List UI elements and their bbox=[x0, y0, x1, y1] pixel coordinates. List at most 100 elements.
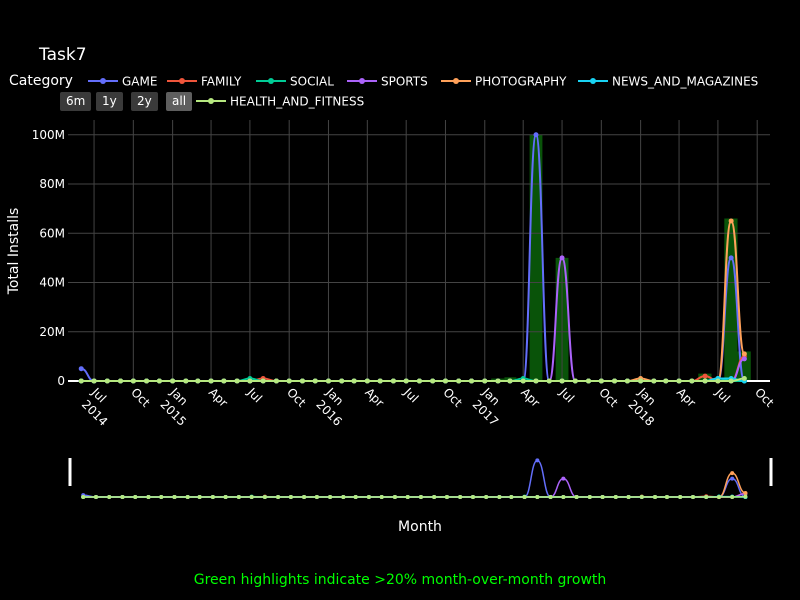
data-point-health-and-fitness bbox=[470, 495, 475, 499]
data-point-health-and-fitness bbox=[572, 378, 578, 384]
series-lines bbox=[78, 132, 747, 384]
data-point-health-and-fitness bbox=[91, 378, 97, 384]
legend-label: NEWS_AND_MAGAZINES bbox=[612, 75, 758, 89]
legend-label: SOCIAL bbox=[290, 75, 334, 89]
x-tick-label: Jul bbox=[556, 385, 577, 406]
legend-marker bbox=[208, 98, 214, 104]
data-point-sports bbox=[561, 476, 566, 481]
data-point-health-and-fitness bbox=[234, 378, 240, 384]
y-tick-label: 40M bbox=[39, 276, 65, 290]
data-point-health-and-fitness bbox=[535, 495, 540, 499]
data-point-health-and-fitness bbox=[651, 378, 657, 384]
series-line-game bbox=[81, 133, 746, 382]
legend-title: Category bbox=[9, 73, 73, 89]
data-point-health-and-fitness bbox=[195, 378, 201, 384]
data-point-health-and-fitness bbox=[442, 378, 448, 384]
chart-title: Task7 bbox=[38, 45, 87, 65]
data-point-health-and-fitness bbox=[249, 495, 254, 499]
data-point-family bbox=[702, 373, 708, 379]
data-point-health-and-fitness bbox=[328, 495, 333, 499]
legend-item-photography[interactable]: PHOTOGRAPHY bbox=[441, 75, 567, 89]
data-point-health-and-fitness bbox=[613, 495, 618, 499]
data-point-health-and-fitness bbox=[416, 378, 422, 384]
data-point-health-and-fitness bbox=[208, 378, 214, 384]
legend-item-health-and-fitness[interactable]: HEALTH_AND_FITNESS bbox=[196, 95, 364, 109]
data-point-health-and-fitness bbox=[210, 495, 215, 499]
legend-item-game[interactable]: GAME bbox=[88, 75, 157, 89]
data-point-health-and-fitness bbox=[730, 495, 735, 499]
data-point-health-and-fitness bbox=[104, 378, 110, 384]
data-point-health-and-fitness bbox=[676, 378, 682, 384]
data-point-health-and-fitness bbox=[520, 378, 526, 384]
data-point-health-and-fitness bbox=[130, 378, 136, 384]
data-point-health-and-fitness bbox=[247, 378, 253, 384]
data-point-health-and-fitness bbox=[170, 378, 176, 384]
x-tick-label: Oct bbox=[440, 385, 465, 410]
x-tick-label: Jul bbox=[400, 385, 421, 406]
legend-label: SPORTS bbox=[381, 75, 428, 89]
legend-marker bbox=[100, 78, 106, 84]
data-point-health-and-fitness bbox=[118, 378, 124, 384]
data-point-health-and-fitness bbox=[600, 495, 605, 499]
data-point-game bbox=[533, 132, 539, 138]
legend[interactable]: GAME FAMILY SOCIAL SPORTS PHOTOGRAPHY NEWS_AN… bbox=[88, 75, 758, 109]
range-button-2y[interactable]: 2y bbox=[131, 92, 158, 111]
growth-highlight-bar bbox=[724, 218, 738, 381]
legend-label: GAME bbox=[122, 75, 157, 89]
data-point-health-and-fitness bbox=[81, 495, 86, 499]
data-point-health-and-fitness bbox=[223, 495, 228, 499]
legend-item-sports[interactable]: SPORTS bbox=[347, 75, 428, 89]
legend-item-news-and-magazines[interactable]: NEWS_AND_MAGAZINES bbox=[578, 75, 758, 89]
series-line-photography bbox=[81, 219, 746, 382]
data-point-health-and-fitness bbox=[587, 495, 592, 499]
legend-marker bbox=[590, 78, 596, 84]
range-button-1y[interactable]: 1y bbox=[96, 92, 123, 111]
x-tick-label: Oct bbox=[128, 385, 153, 410]
annotation-note: Green highlights indicate >20% month-ove… bbox=[193, 572, 607, 588]
data-point-health-and-fitness bbox=[507, 378, 513, 384]
range-button-6m[interactable]: 6m bbox=[60, 92, 92, 111]
range-slider[interactable] bbox=[68, 458, 773, 499]
data-point-health-and-fitness bbox=[94, 495, 99, 499]
data-point-health-and-fitness bbox=[715, 378, 721, 384]
data-point-health-and-fitness bbox=[430, 378, 436, 384]
data-point-health-and-fitness bbox=[364, 378, 370, 384]
data-point-health-and-fitness bbox=[197, 495, 202, 499]
legend-item-family[interactable]: FAMILY bbox=[167, 75, 242, 89]
data-point-health-and-fitness bbox=[716, 495, 721, 499]
data-point-health-and-fitness bbox=[107, 495, 112, 499]
data-point-health-and-fitness bbox=[260, 378, 266, 384]
data-point-health-and-fitness bbox=[559, 378, 565, 384]
y-axis-label: Total Installs bbox=[6, 208, 22, 296]
data-point-health-and-fitness bbox=[444, 495, 449, 499]
data-point-health-and-fitness bbox=[664, 495, 669, 499]
y-tick-label: 0 bbox=[57, 374, 65, 388]
series-line-family bbox=[81, 355, 745, 382]
x-tick-label: Apr bbox=[518, 385, 543, 410]
data-point-health-and-fitness bbox=[78, 378, 84, 384]
data-point-health-and-fitness bbox=[743, 494, 748, 499]
data-point-game bbox=[78, 366, 84, 372]
x-tick-label: Apr bbox=[362, 385, 387, 410]
data-point-health-and-fitness bbox=[405, 495, 410, 499]
data-point-health-and-fitness bbox=[156, 378, 162, 384]
legend-marker bbox=[453, 78, 459, 84]
data-point-health-and-fitness bbox=[276, 495, 281, 499]
data-point-health-and-fitness bbox=[146, 495, 151, 499]
legend-item-social[interactable]: SOCIAL bbox=[256, 75, 334, 89]
data-point-game bbox=[535, 458, 540, 463]
data-point-health-and-fitness bbox=[702, 378, 708, 384]
x-tick-year-label: 2014 bbox=[79, 397, 110, 428]
range-button-all[interactable]: all bbox=[166, 92, 193, 111]
series-line-game bbox=[83, 459, 746, 498]
growth-highlights bbox=[256, 134, 751, 381]
data-point-health-and-fitness bbox=[533, 378, 539, 384]
data-point-health-and-fitness bbox=[185, 495, 190, 499]
data-point-health-and-fitness bbox=[432, 495, 437, 499]
data-point-health-and-fitness bbox=[612, 378, 618, 384]
data-point-health-and-fitness bbox=[598, 378, 604, 384]
data-point-health-and-fitness bbox=[458, 495, 463, 499]
data-point-health-and-fitness bbox=[392, 495, 397, 499]
